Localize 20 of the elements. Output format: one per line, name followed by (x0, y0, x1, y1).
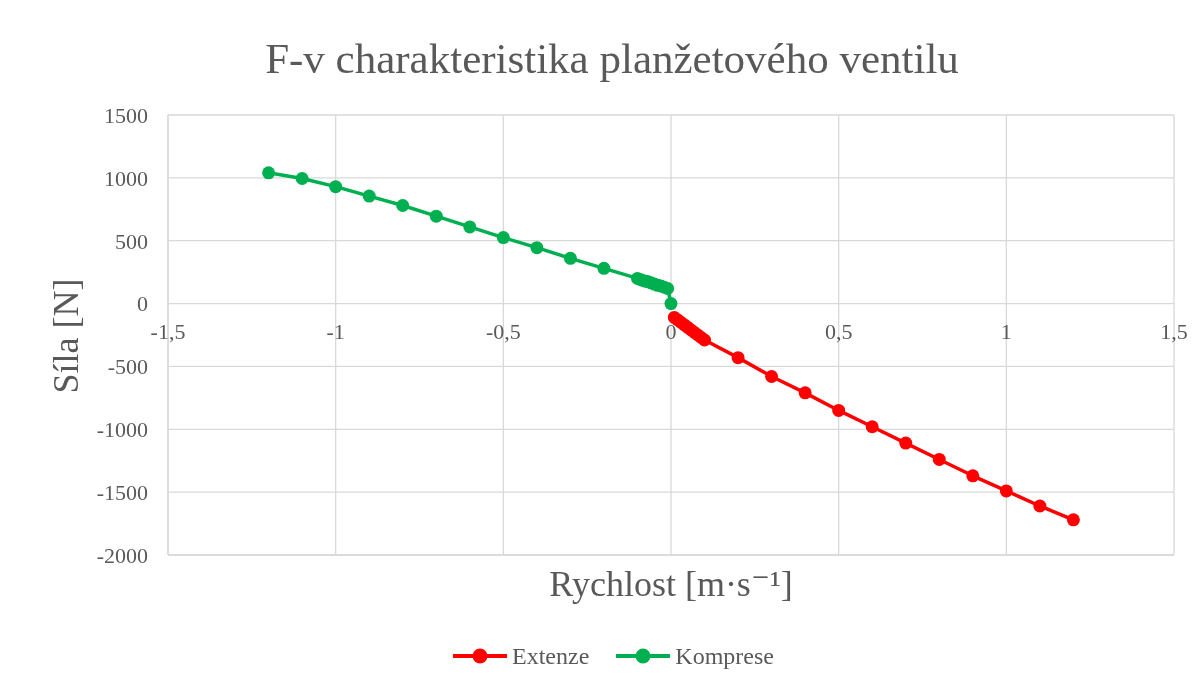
x-tick-label: 0 (665, 319, 677, 345)
legend-label: Komprese (675, 642, 774, 671)
y-tick-label: -2000 (96, 542, 148, 568)
y-tick-label: -1500 (96, 479, 148, 505)
y-axis-title: Síla [N] (46, 278, 86, 394)
x-tick-label: -0,5 (485, 319, 521, 345)
x-tick-label: 0,5 (824, 319, 853, 345)
x-tick-label: 1 (1000, 319, 1012, 345)
y-tick-label: -1000 (96, 417, 148, 443)
y-tick-label: 1500 (104, 102, 148, 128)
y-tick-label: 500 (115, 228, 148, 254)
x-tick-label: -1 (326, 319, 345, 345)
y-tick-label: -500 (107, 354, 148, 380)
chart-title: F-v charakteristika planžetového ventilu (264, 34, 960, 84)
legend-label: Extenze (512, 642, 590, 671)
y-tick-label: 1000 (104, 165, 148, 191)
x-tick-label: 1,5 (1160, 319, 1188, 345)
x-axis-title: Rychlost [m·s⁻¹] (548, 563, 794, 605)
y-tick-label: 0 (137, 291, 148, 317)
x-tick-label: -1,5 (150, 319, 186, 345)
